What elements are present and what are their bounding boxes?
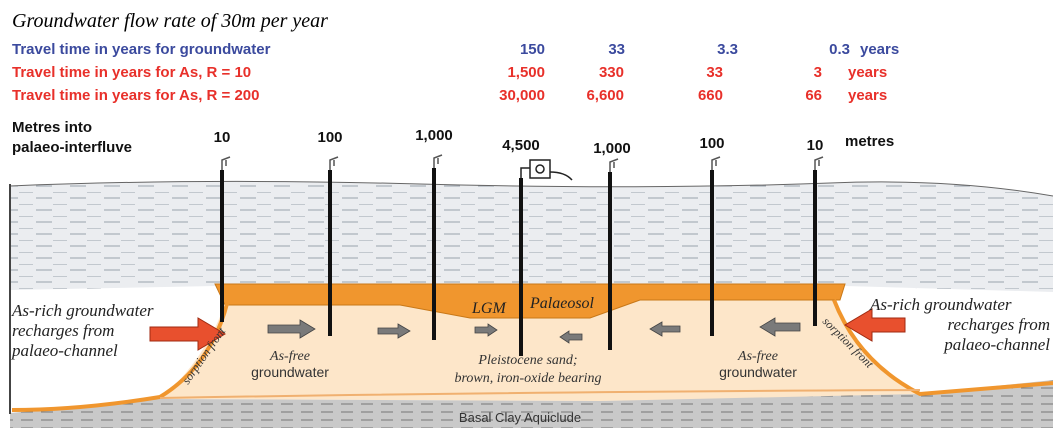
row-value: 660 <box>698 87 723 104</box>
distance: 1,000 <box>593 140 631 157</box>
pump-pipe <box>520 167 573 181</box>
channel-edge <box>832 299 1053 397</box>
recharge-label: recharges from <box>948 315 1050 334</box>
flow-arrow <box>559 330 583 344</box>
flow-arrow <box>377 323 411 339</box>
recharge-arrow <box>149 317 226 351</box>
distance-unit: metres <box>845 133 894 150</box>
pump <box>221 156 231 170</box>
flow-arrow <box>649 321 681 337</box>
flow-arrow <box>267 319 316 339</box>
row-value: 150 <box>520 41 545 58</box>
aquifer-texture <box>10 181 1053 292</box>
row-label: Travel time in years for As, R = 200 <box>12 87 260 104</box>
recharge-label: As-rich groundwater <box>869 295 1012 314</box>
row-value: 33 <box>706 64 723 81</box>
recharge-label: palaeo-channel <box>943 335 1050 354</box>
distance: 1,000 <box>415 127 453 144</box>
wells <box>220 168 817 356</box>
row-value: 6,600 <box>586 87 624 104</box>
distance: 4,500 <box>502 137 540 154</box>
flow-arrows <box>267 317 801 344</box>
row-unit: years <box>848 87 887 104</box>
as-free-label: As-free <box>737 349 778 364</box>
sand-label: brown, iron-oxide bearing <box>454 371 601 386</box>
row-value: 0.3 <box>829 41 850 58</box>
pump-heads <box>221 154 824 181</box>
pump <box>814 156 824 170</box>
distance: 10 <box>214 129 231 146</box>
row-label: Travel time in years for As, R = 10 <box>12 64 251 81</box>
as-free-label: As-free <box>269 349 310 364</box>
pump-wheel <box>535 164 545 174</box>
row-value: 3 <box>814 64 822 81</box>
as-free-label: groundwater <box>719 364 797 380</box>
distance-label: Metres into <box>12 119 92 136</box>
palaeosol <box>214 283 846 319</box>
row-unit: years <box>860 41 899 58</box>
flow-arrow <box>759 317 801 337</box>
pump <box>711 156 721 170</box>
row-value: 30,000 <box>499 87 545 104</box>
as-free-label: groundwater <box>251 364 329 380</box>
distance-label: palaeo-interfluve <box>12 139 132 156</box>
pump <box>609 158 619 172</box>
distance: 10 <box>807 137 824 154</box>
lgm-label: LGM <box>471 300 507 317</box>
row-label: Travel time in years for groundwater <box>12 41 271 58</box>
sand-layer <box>160 300 920 401</box>
row-value: 1,500 <box>507 64 545 81</box>
recharge-label: recharges from <box>12 321 114 340</box>
basal-clay-label: Basal Clay Aquiclude <box>459 410 581 425</box>
recharge-label: palaeo-channel <box>11 341 118 360</box>
sand-label: Pleistocene sand; <box>477 353 577 368</box>
ground-surface <box>9 180 1053 197</box>
pump-box <box>529 159 551 179</box>
row-value: 3.3 <box>717 41 738 58</box>
basal-clay <box>10 380 1053 428</box>
title: Groundwater flow rate of 30m per year <box>12 10 328 32</box>
recharge-label: As-rich groundwater <box>11 301 154 320</box>
pump <box>329 156 339 170</box>
pump <box>433 154 443 168</box>
row-value: 66 <box>805 87 822 104</box>
row-unit: years <box>848 64 887 81</box>
row-value: 330 <box>599 64 624 81</box>
sand-base <box>159 389 921 399</box>
recharge-arrow <box>844 308 906 342</box>
row-value: 33 <box>608 41 625 58</box>
distance: 100 <box>317 129 342 146</box>
palaeosol-label: Palaeosol <box>529 295 595 312</box>
distance: 100 <box>699 135 724 152</box>
flow-arrow <box>474 323 498 337</box>
